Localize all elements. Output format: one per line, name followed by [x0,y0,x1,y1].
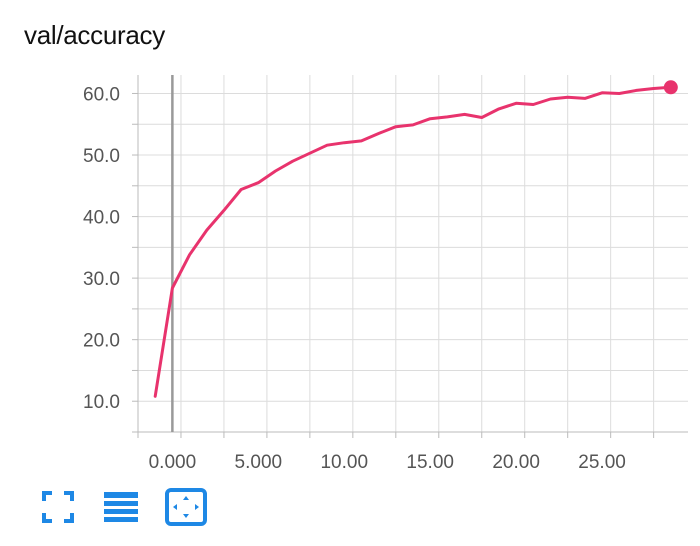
y-tick-label: 60.0 [83,84,120,105]
x-tick-label: 0.000 [149,452,197,473]
toggle-data-table-button[interactable] [100,487,140,527]
fit-domain-icon [165,488,207,526]
y-tick-label: 30.0 [83,269,120,290]
expand-icon [42,491,74,523]
y-tick-label: 20.0 [83,331,120,352]
accuracy-chart: 10.0 20.0 30.0 40.0 50.0 60.0 0.000 5.000 10.00 1… [83,75,688,473]
chart-title: val/accuracy [24,20,165,50]
y-tick-label: 40.0 [83,208,120,229]
data-table-icon [104,492,138,522]
series-line [153,85,673,398]
last-point-marker [663,80,678,95]
y-tick-label: 50.0 [83,146,120,167]
x-tick-label: 25.00 [578,452,626,473]
expand-button[interactable] [38,487,78,527]
x-tick-label: 5.000 [235,452,283,473]
fit-domain-button[interactable] [164,487,207,527]
x-tick-label: 20.00 [492,452,540,473]
y-tick-label: 10.0 [83,392,120,413]
x-tick-label: 15.00 [406,452,454,473]
x-tick-label: 10.00 [320,452,368,473]
